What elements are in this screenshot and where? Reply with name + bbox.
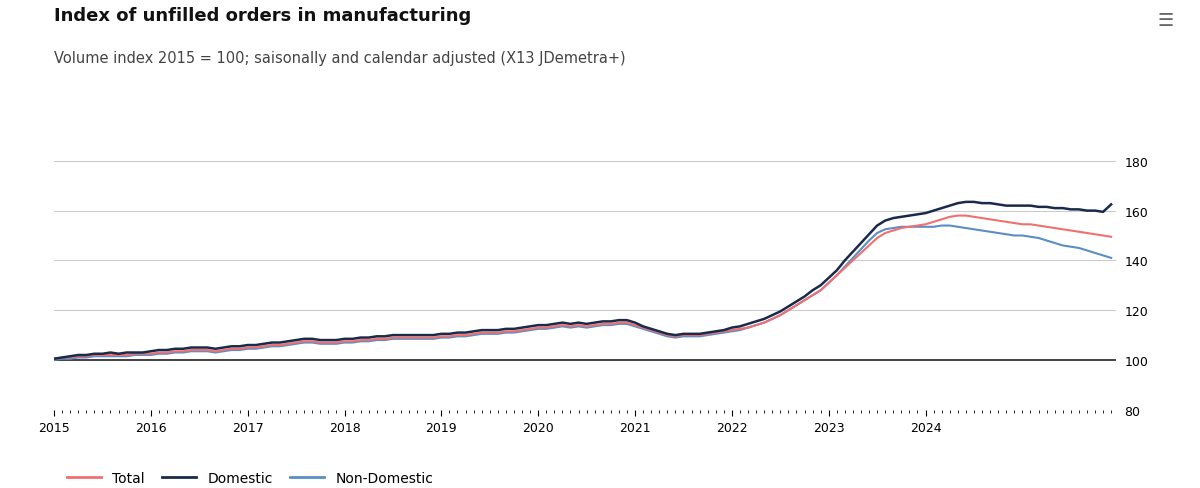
Text: Volume index 2015 = 100; saisonally and calendar adjusted (X13 JDemetra+): Volume index 2015 = 100; saisonally and … bbox=[54, 51, 625, 66]
Legend: Total, Domestic, Non-Domestic: Total, Domestic, Non-Domestic bbox=[61, 466, 439, 488]
Text: ☰: ☰ bbox=[1158, 12, 1174, 30]
Text: Index of unfilled orders in manufacturing: Index of unfilled orders in manufacturin… bbox=[54, 7, 472, 25]
